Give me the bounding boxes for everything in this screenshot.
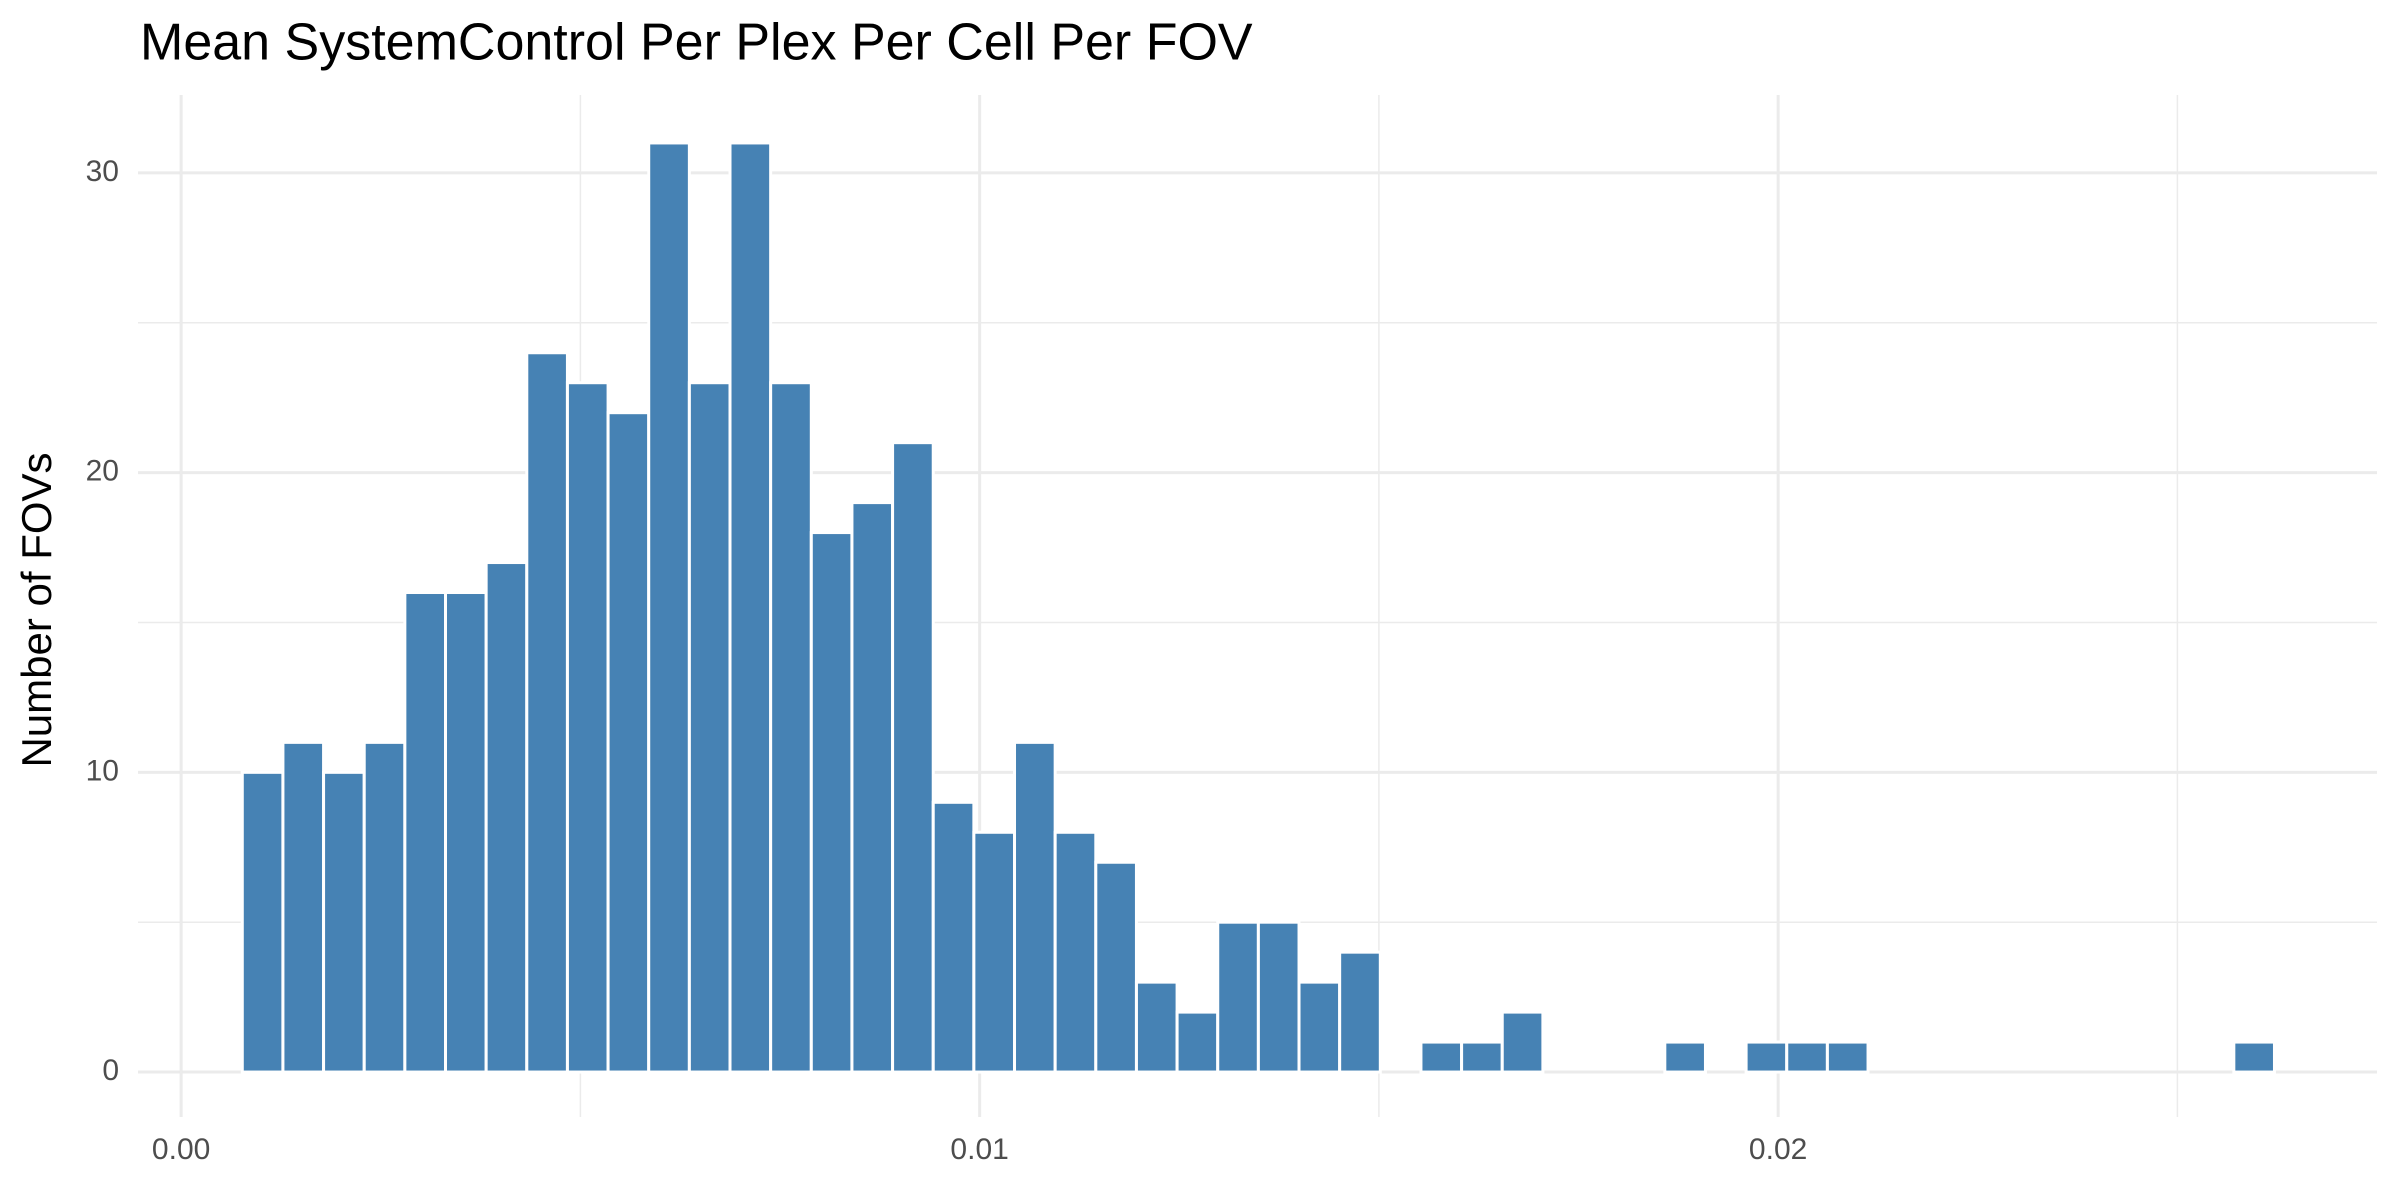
y-tick-label: 20 bbox=[86, 455, 119, 488]
bar bbox=[769, 381, 813, 1074]
bar bbox=[1744, 1040, 1789, 1074]
bar bbox=[565, 381, 610, 1074]
bar bbox=[525, 351, 569, 1074]
bar bbox=[403, 591, 448, 1074]
bar bbox=[891, 441, 935, 1074]
bar bbox=[1256, 920, 1301, 1074]
bar bbox=[1500, 1010, 1545, 1074]
bar bbox=[1663, 1040, 1707, 1074]
bar bbox=[1297, 980, 1342, 1074]
y-tick-label: 10 bbox=[86, 754, 119, 787]
bar bbox=[687, 381, 732, 1074]
bar bbox=[1460, 1040, 1504, 1074]
chart-title: Mean SystemControl Per Plex Per Cell Per… bbox=[140, 14, 1253, 72]
bar bbox=[2232, 1040, 2276, 1074]
bar bbox=[362, 740, 407, 1074]
bar bbox=[1825, 1040, 1870, 1074]
bar bbox=[444, 591, 488, 1074]
bar bbox=[647, 141, 691, 1074]
bar bbox=[1785, 1040, 1829, 1074]
bar bbox=[850, 501, 895, 1074]
y-tick-label: 0 bbox=[102, 1054, 119, 1087]
bar bbox=[322, 770, 366, 1074]
x-tick-label: 0.02 bbox=[1749, 1133, 1807, 1166]
bar bbox=[1013, 740, 1057, 1074]
x-tick-label: 0.01 bbox=[950, 1133, 1008, 1166]
bar bbox=[1134, 980, 1179, 1074]
bar bbox=[1094, 860, 1138, 1074]
bar bbox=[1053, 830, 1098, 1074]
y-tick-label: 30 bbox=[86, 155, 119, 188]
bar bbox=[281, 740, 326, 1074]
bar bbox=[728, 141, 773, 1074]
bar bbox=[931, 800, 976, 1074]
bar bbox=[1175, 1010, 1220, 1074]
y-axis-label: Number of FOVs bbox=[13, 452, 60, 767]
bar bbox=[606, 411, 651, 1074]
bar bbox=[972, 830, 1017, 1074]
bar bbox=[809, 531, 854, 1074]
bar bbox=[1338, 950, 1382, 1074]
bar bbox=[240, 770, 285, 1074]
bar bbox=[1419, 1040, 1464, 1074]
x-tick-label: 0.00 bbox=[152, 1133, 210, 1166]
bar bbox=[1216, 920, 1260, 1074]
bar bbox=[484, 561, 529, 1074]
